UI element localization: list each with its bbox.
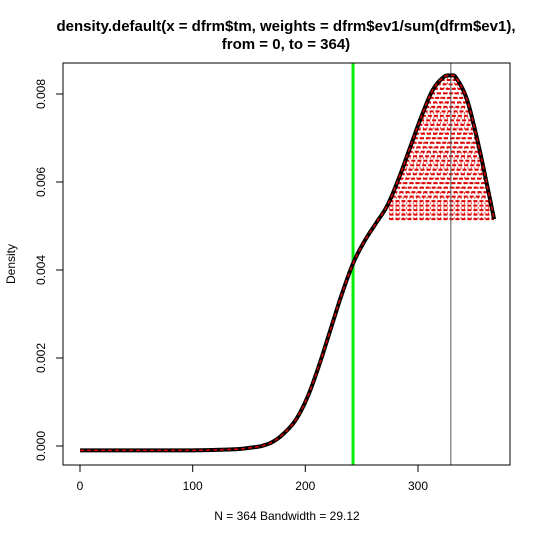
x-tick-label-300: 300	[408, 479, 428, 493]
plot-title-line-2: from = 0, to = 364)	[222, 36, 350, 53]
plot-title-line-1: density.default(x = dfrm$tm, weights = d…	[56, 18, 515, 35]
x-axis: 0 100 200 300	[77, 464, 428, 493]
y-axis: 0.000 0.002 0.004 0.006 0.008	[34, 79, 64, 461]
y-tick-label-0.002: 0.002	[34, 343, 48, 373]
y-tick-label-0.008: 0.008	[34, 79, 48, 109]
plot-frame	[62, 62, 511, 466]
density-curve-dashed-overlay	[80, 74, 495, 452]
x-tick-label-100: 100	[183, 479, 203, 493]
density-curve	[79, 73, 497, 453]
x-tick-label-0: 0	[77, 479, 84, 493]
peak-fill-hatch	[388, 75, 495, 221]
x-tick-label-200: 200	[295, 479, 315, 493]
x-axis-label: N = 364 Bandwidth = 29.12	[214, 509, 360, 523]
density-curve-layer	[79, 73, 497, 453]
y-tick-label-0.006: 0.006	[34, 167, 48, 197]
y-axis-label: Density	[4, 244, 18, 284]
y-tick-label-0: 0.000	[34, 431, 48, 461]
y-tick-label-0.004: 0.004	[34, 255, 48, 285]
reference-lines	[351, 63, 452, 465]
